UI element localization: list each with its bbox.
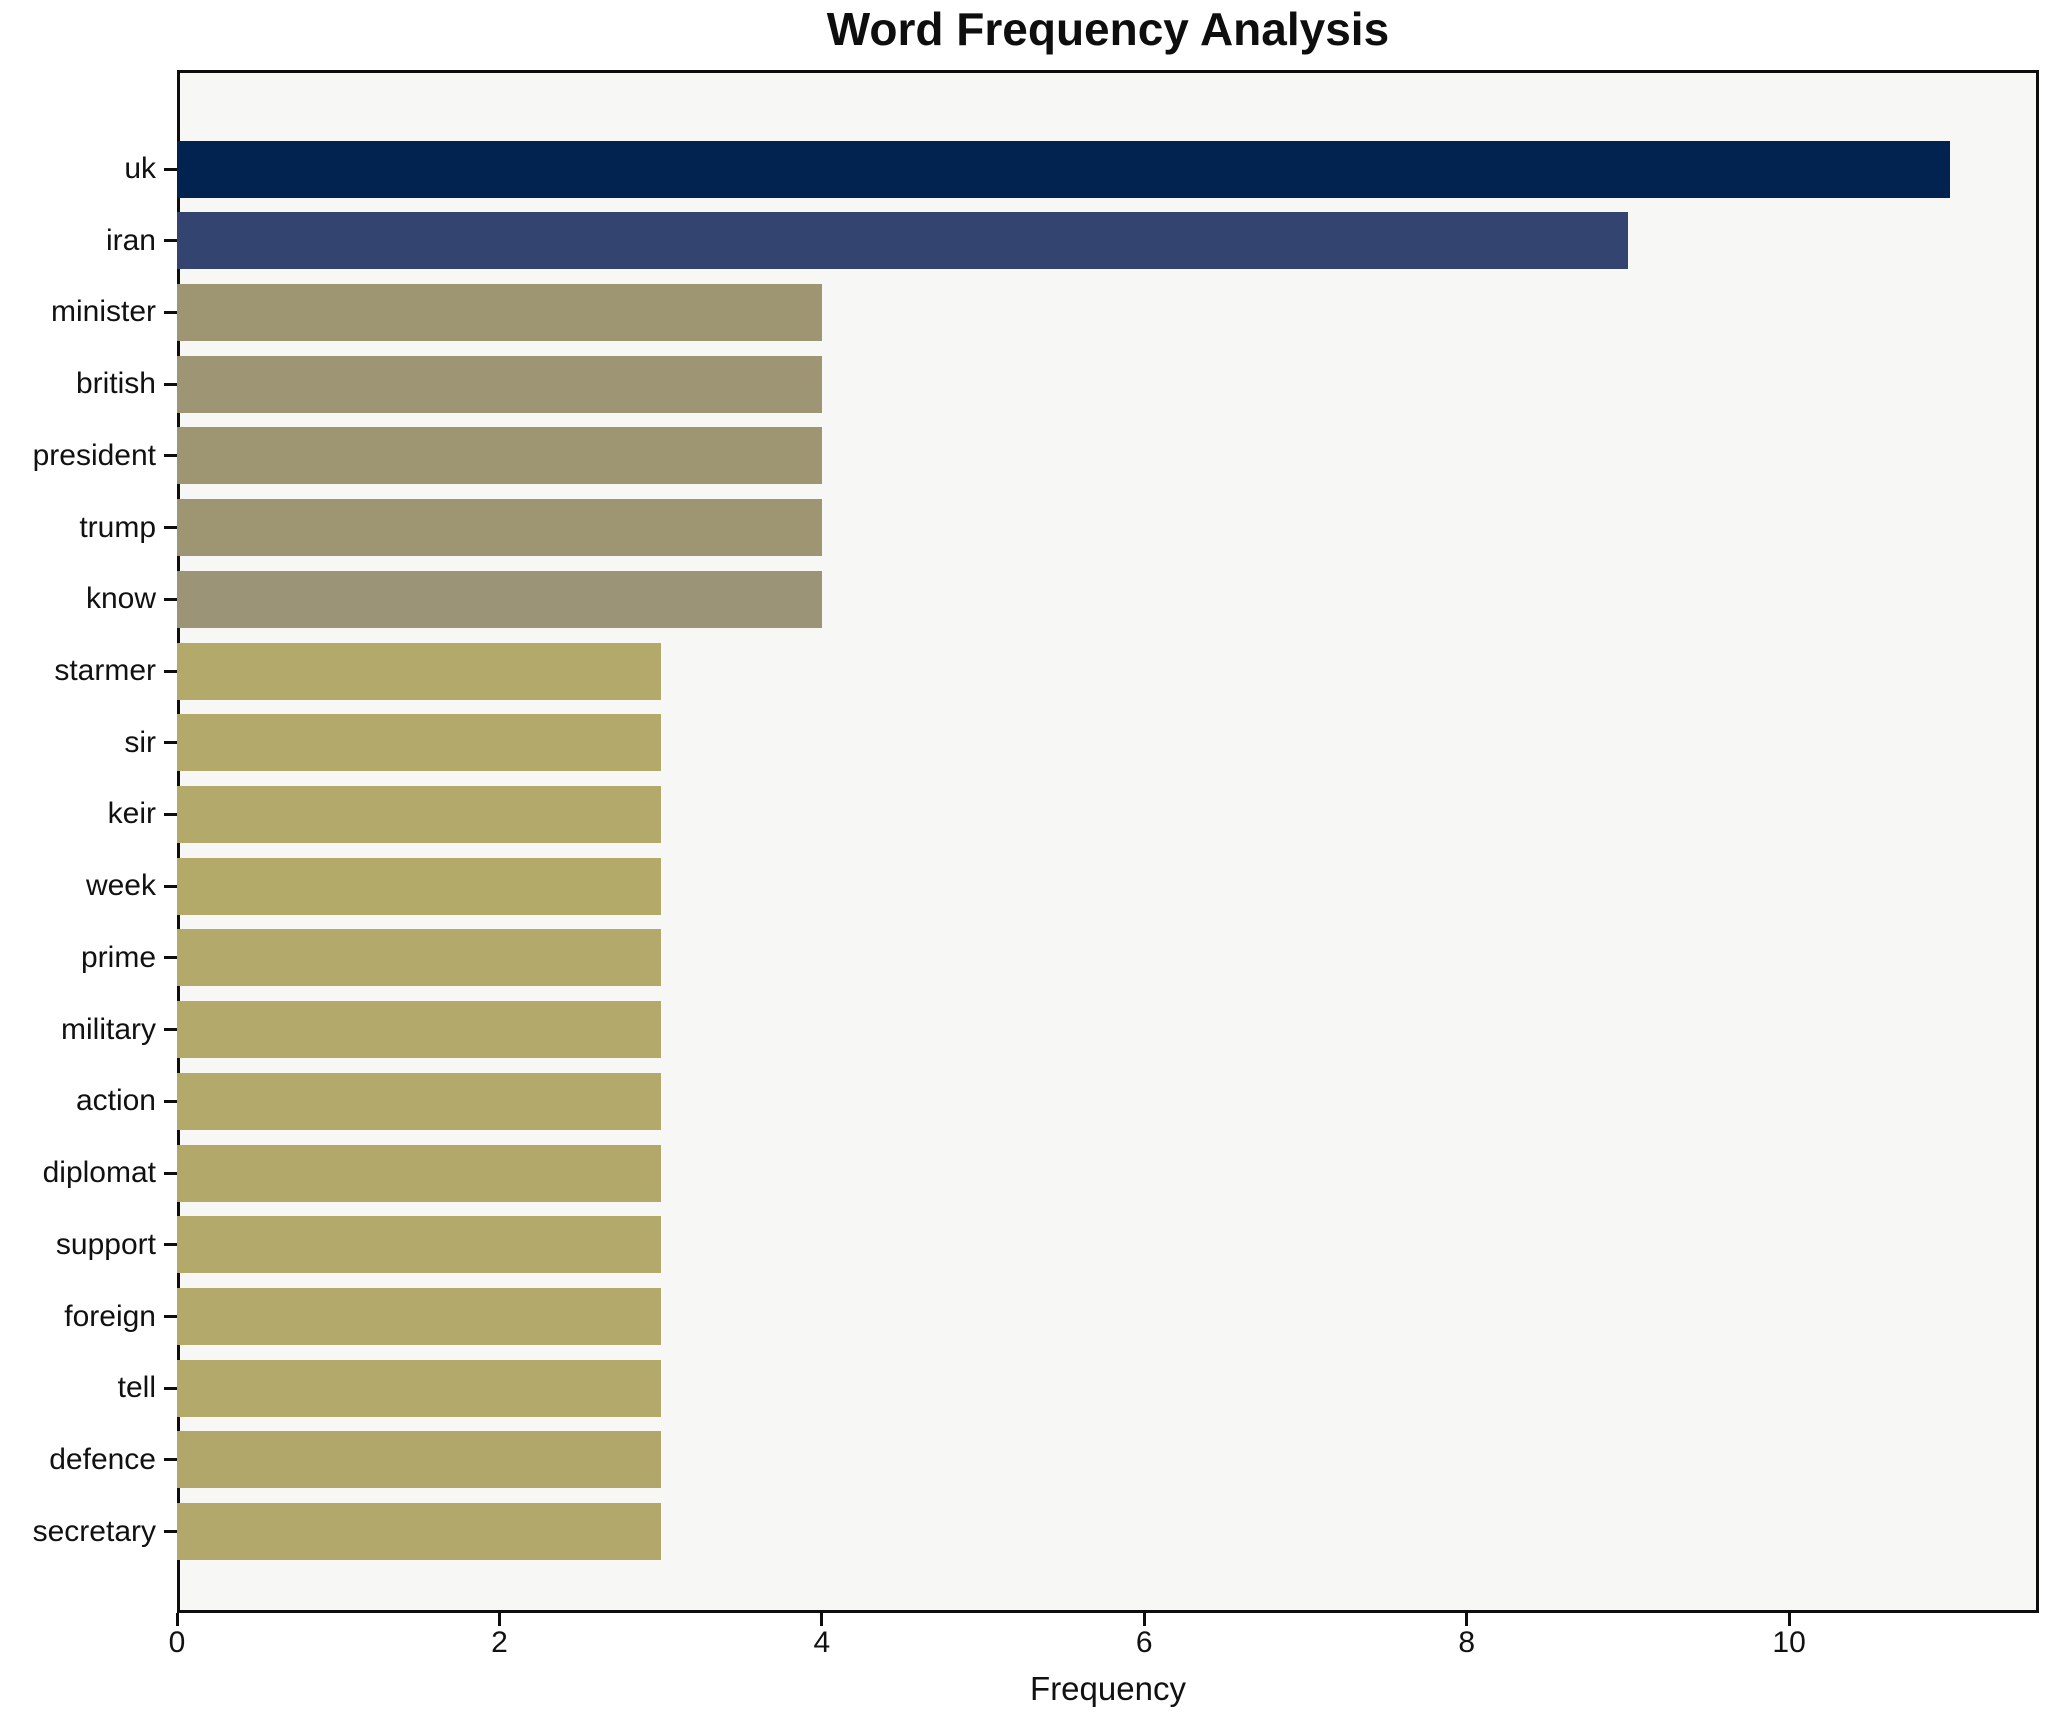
- y-tick-label-defence: defence: [49, 1442, 156, 1476]
- bar-uk: [177, 140, 1951, 198]
- bar-starmer: [177, 642, 661, 700]
- x-tick-label-8: 8: [1458, 1626, 1476, 1659]
- bar-tell: [177, 1359, 661, 1417]
- y-tick-label-foreign: foreign: [64, 1299, 156, 1333]
- y-tick-label-trump: trump: [79, 510, 156, 544]
- y-tick-label-military: military: [61, 1012, 156, 1046]
- y-tick-label-uk: uk: [124, 152, 156, 185]
- y-tick-mark-starmer: [164, 669, 177, 673]
- y-tick-mark-secretary: [164, 1530, 177, 1534]
- bar-minister: [177, 283, 822, 341]
- y-tick-label-diplomat: diplomat: [42, 1156, 156, 1190]
- y-tick-mark-diplomat: [164, 1171, 177, 1175]
- y-tick-mark-uk: [164, 167, 177, 171]
- bar-foreign: [177, 1288, 661, 1346]
- x-tick-label-6: 6: [1135, 1626, 1153, 1659]
- x-tick-mark-2: [497, 1613, 501, 1626]
- bar-trump: [177, 499, 822, 557]
- bar-prime: [177, 929, 661, 987]
- y-tick-label-starmer: starmer: [54, 654, 156, 688]
- y-tick-label-british: british: [75, 367, 156, 401]
- x-tick-mark-8: [1465, 1613, 1469, 1626]
- bar-secretary: [177, 1503, 661, 1561]
- bar-sir: [177, 714, 661, 772]
- x-tick-label-10: 10: [1772, 1626, 1806, 1659]
- x-tick-label-0: 0: [168, 1626, 186, 1659]
- y-tick-label-tell: tell: [117, 1371, 156, 1405]
- bar-military: [177, 1001, 661, 1059]
- y-tick-label-prime: prime: [80, 940, 156, 974]
- x-tick-label-4: 4: [813, 1626, 831, 1659]
- bar-president: [177, 427, 822, 485]
- y-tick-mark-foreign: [164, 1315, 177, 1319]
- bar-action: [177, 1072, 661, 1130]
- y-tick-label-action: action: [75, 1084, 156, 1118]
- x-tick-label-2: 2: [491, 1626, 508, 1659]
- bar-defence: [177, 1431, 661, 1489]
- y-tick-label-know: know: [85, 582, 156, 616]
- y-tick-mark-prime: [164, 956, 177, 960]
- y-tick-mark-action: [164, 1099, 177, 1103]
- y-tick-mark-military: [164, 1028, 177, 1032]
- x-tick-mark-0: [175, 1613, 179, 1626]
- y-tick-mark-president: [164, 454, 177, 458]
- bar-week: [177, 857, 661, 915]
- y-tick-mark-minister: [164, 310, 177, 314]
- bar-know: [177, 570, 822, 628]
- y-tick-label-week: week: [85, 869, 156, 903]
- y-tick-mark-week: [164, 884, 177, 888]
- y-tick-label-iran: iran: [105, 223, 156, 257]
- bar-iran: [177, 212, 1628, 270]
- x-tick-mark-10: [1787, 1613, 1791, 1626]
- bar-support: [177, 1216, 661, 1274]
- x-axis-label: Frequency: [1030, 1670, 1186, 1707]
- y-tick-label-keir: keir: [107, 797, 156, 831]
- y-tick-label-secretary: secretary: [32, 1514, 156, 1548]
- y-tick-mark-iran: [164, 239, 177, 243]
- bar-keir: [177, 785, 661, 843]
- chart-title: Word Frequency Analysis: [826, 3, 1390, 55]
- y-tick-mark-british: [164, 382, 177, 386]
- x-tick-mark-6: [1142, 1613, 1146, 1626]
- y-tick-mark-support: [164, 1243, 177, 1247]
- y-tick-mark-sir: [164, 741, 177, 745]
- y-tick-mark-tell: [164, 1386, 177, 1390]
- x-tick-mark-4: [820, 1613, 824, 1626]
- y-tick-mark-keir: [164, 812, 177, 816]
- bar-british: [177, 355, 822, 413]
- y-tick-mark-know: [164, 597, 177, 601]
- y-tick-label-president: president: [32, 438, 156, 472]
- y-tick-mark-defence: [164, 1458, 177, 1462]
- y-tick-mark-trump: [164, 526, 177, 530]
- y-tick-label-minister: minister: [50, 295, 156, 329]
- y-tick-label-support: support: [55, 1227, 156, 1261]
- bar-diplomat: [177, 1144, 661, 1202]
- y-tick-label-sir: sir: [124, 725, 156, 759]
